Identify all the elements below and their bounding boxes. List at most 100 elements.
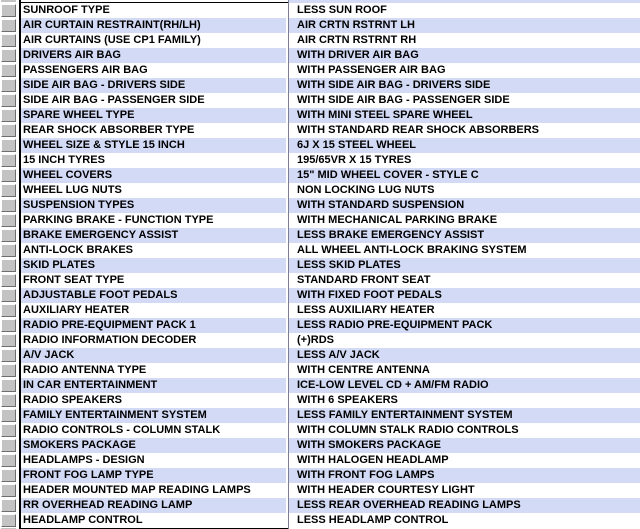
feature-cell[interactable]: RADIO INFORMATION DECODER [21, 333, 286, 348]
value-cell[interactable]: WITH PASSENGER AIR BAG [289, 63, 640, 78]
value-cell[interactable]: 195/65VR X 15 TYRES [289, 153, 640, 168]
table-row[interactable]: RADIO ANTENNA TYPE WITH CENTRE ANTENNA [0, 363, 640, 378]
row-selector-cell[interactable] [1, 469, 16, 482]
row-selector-cell[interactable] [1, 184, 16, 197]
row-selector-cell[interactable] [1, 79, 16, 92]
feature-cell[interactable]: REAR SHOCK ABSORBER TYPE [21, 123, 286, 138]
value-cell[interactable]: WITH MECHANICAL PARKING BRAKE [289, 213, 640, 228]
feature-cell[interactable]: A/V JACK [21, 348, 286, 363]
row-selector-cell[interactable] [1, 454, 16, 467]
feature-cell[interactable]: IN CAR ENTERTAINMENT [21, 378, 286, 393]
row-selector-cell[interactable] [1, 364, 16, 377]
row-selector-cell[interactable] [1, 424, 16, 437]
feature-cell[interactable]: SUNROOF TYPE [21, 3, 286, 18]
value-cell[interactable]: WITH DRIVER AIR BAG [289, 48, 640, 63]
feature-cell[interactable]: BRAKE EMERGENCY ASSIST [21, 228, 286, 243]
feature-cell[interactable]: RR OVERHEAD READING LAMP [21, 498, 286, 513]
value-cell[interactable]: 15" MID WHEEL COVER - STYLE C [289, 168, 640, 183]
feature-cell[interactable]: RADIO ANTENNA TYPE [21, 363, 286, 378]
value-cell[interactable]: 6J X 15 STEEL WHEEL [289, 138, 640, 153]
value-cell[interactable]: WITH SMOKERS PACKAGE [289, 438, 640, 453]
row-selector-cell[interactable] [1, 139, 16, 152]
feature-cell[interactable]: WHEEL COVERS [21, 168, 286, 183]
feature-cell[interactable]: PARKING BRAKE - FUNCTION TYPE [21, 213, 286, 228]
feature-cell[interactable]: PASSENGERS AIR BAG [21, 63, 286, 78]
table-row[interactable]: PARKING BRAKE - FUNCTION TYPE WITH MECHA… [0, 213, 640, 228]
value-cell[interactable]: ICE-LOW LEVEL CD + AM/FM RADIO [289, 378, 640, 393]
row-selector-cell[interactable] [1, 409, 16, 422]
value-cell[interactable]: WITH 6 SPEAKERS [289, 393, 640, 408]
value-cell[interactable]: WITH SIDE AIR BAG - DRIVERS SIDE [289, 78, 640, 93]
value-cell[interactable]: LESS BRAKE EMERGENCY ASSIST [289, 228, 640, 243]
row-selector-cell[interactable] [1, 154, 16, 167]
value-cell[interactable]: LESS SUN ROOF [289, 3, 640, 18]
table-row[interactable]: HEADER MOUNTED MAP READING LAMPS WITH HE… [0, 483, 640, 498]
table-row[interactable]: FRONT SEAT TYPE STANDARD FRONT SEAT [0, 273, 640, 288]
value-cell[interactable]: NON LOCKING LUG NUTS [289, 183, 640, 198]
row-selector-cell[interactable] [1, 244, 16, 257]
table-row[interactable]: AUXILIARY HEATER LESS AUXILIARY HEATER [0, 303, 640, 318]
row-selector-cell[interactable] [1, 199, 16, 212]
feature-cell[interactable]: RADIO CONTROLS - COLUMN STALK [21, 423, 286, 438]
value-cell[interactable]: WITH SIDE AIR BAG - PASSENGER SIDE [289, 93, 640, 108]
feature-cell[interactable]: HEADLAMP CONTROL [21, 513, 286, 528]
row-selector-cell[interactable] [1, 4, 16, 17]
value-cell[interactable]: WITH HALOGEN HEADLAMP [289, 453, 640, 468]
feature-cell[interactable]: AIR CURTAIN RESTRAINT(RH/LH) [21, 18, 286, 33]
feature-cell[interactable]: AUXILIARY HEATER [21, 303, 286, 318]
table-row[interactable]: SKID PLATES LESS SKID PLATES [0, 258, 640, 273]
row-selector-cell[interactable] [1, 19, 16, 32]
row-selector-cell[interactable] [1, 304, 16, 317]
value-cell[interactable]: WITH CENTRE ANTENNA [289, 363, 640, 378]
table-row[interactable]: FAMILY ENTERTAINMENT SYSTEM LESS FAMILY … [0, 408, 640, 423]
row-selector-cell[interactable] [1, 34, 16, 47]
value-cell[interactable]: LESS A/V JACK [289, 348, 640, 363]
feature-cell[interactable]: ANTI-LOCK BRAKES [21, 243, 286, 258]
row-selector-cell[interactable] [1, 229, 16, 242]
feature-cell[interactable]: 15 INCH TYRES [21, 153, 286, 168]
row-selector-cell[interactable] [1, 334, 16, 347]
table-row[interactable]: A/V JACK LESS A/V JACK [0, 348, 640, 363]
value-cell[interactable]: AIR CRTN RSTRNT LH [289, 18, 640, 33]
value-cell[interactable]: LESS SKID PLATES [289, 258, 640, 273]
feature-cell[interactable]: FRONT FOG LAMP TYPE [21, 468, 286, 483]
value-cell[interactable]: WITH FRONT FOG LAMPS [289, 468, 640, 483]
table-row[interactable]: WHEEL LUG NUTS NON LOCKING LUG NUTS [0, 183, 640, 198]
feature-cell[interactable]: SKID PLATES [21, 258, 286, 273]
feature-cell[interactable]: SIDE AIR BAG - PASSENGER SIDE [21, 93, 286, 108]
table-row[interactable]: HEADLAMP CONTROL LESS HEADLAMP CONTROL [0, 513, 640, 528]
feature-cell[interactable]: WHEEL SIZE & STYLE 15 INCH [21, 138, 286, 153]
value-cell[interactable]: WITH HEADER COURTESY LIGHT [289, 483, 640, 498]
table-row[interactable]: PASSENGERS AIR BAG WITH PASSENGER AIR BA… [0, 63, 640, 78]
row-selector-cell[interactable] [1, 514, 16, 527]
table-row[interactable]: RADIO INFORMATION DECODER (+)RDS [0, 333, 640, 348]
table-row[interactable]: SMOKERS PACKAGE WITH SMOKERS PACKAGE [0, 438, 640, 453]
value-cell[interactable]: LESS FAMILY ENTERTAINMENT SYSTEM [289, 408, 640, 423]
table-row[interactable]: SUNROOF TYPE LESS SUN ROOF [0, 3, 640, 18]
value-cell[interactable]: LESS REAR OVERHEAD READING LAMPS [289, 498, 640, 513]
row-selector-cell[interactable] [1, 499, 16, 512]
value-cell[interactable]: WITH FIXED FOOT PEDALS [289, 288, 640, 303]
table-row[interactable]: IN CAR ENTERTAINMENT ICE-LOW LEVEL CD + … [0, 378, 640, 393]
table-row[interactable]: AIR CURTAINS (USE CP1 FAMILY) AIR CRTN R… [0, 33, 640, 48]
value-cell[interactable]: (+)RDS [289, 333, 640, 348]
feature-cell[interactable]: RADIO SPEAKERS [21, 393, 286, 408]
table-row[interactable]: RADIO SPEAKERS WITH 6 SPEAKERS [0, 393, 640, 408]
row-selector-cell[interactable] [1, 259, 16, 272]
feature-cell[interactable]: SIDE AIR BAG - DRIVERS SIDE [21, 78, 286, 93]
row-selector-cell[interactable] [1, 319, 16, 332]
value-cell[interactable]: STANDARD FRONT SEAT [289, 273, 640, 288]
value-cell[interactable]: WITH STANDARD REAR SHOCK ABSORBERS [289, 123, 640, 138]
table-row[interactable]: AIR CURTAIN RESTRAINT(RH/LH) AIR CRTN RS… [0, 18, 640, 33]
row-selector-cell[interactable] [1, 379, 16, 392]
feature-cell[interactable]: RADIO PRE-EQUIPMENT PACK 1 [21, 318, 286, 333]
feature-cell[interactable]: HEADLAMPS - DESIGN [21, 453, 286, 468]
row-selector-cell[interactable] [1, 394, 16, 407]
value-cell[interactable]: WITH MINI STEEL SPARE WHEEL [289, 108, 640, 123]
table-row[interactable]: ADJUSTABLE FOOT PEDALS WITH FIXED FOOT P… [0, 288, 640, 303]
table-row[interactable]: BRAKE EMERGENCY ASSIST LESS BRAKE EMERGE… [0, 228, 640, 243]
row-selector-cell[interactable] [1, 484, 16, 497]
table-row[interactable]: HEADLAMPS - DESIGN WITH HALOGEN HEADLAMP [0, 453, 640, 468]
table-row[interactable]: RADIO CONTROLS - COLUMN STALK WITH COLUM… [0, 423, 640, 438]
row-selector-cell[interactable] [1, 109, 16, 122]
